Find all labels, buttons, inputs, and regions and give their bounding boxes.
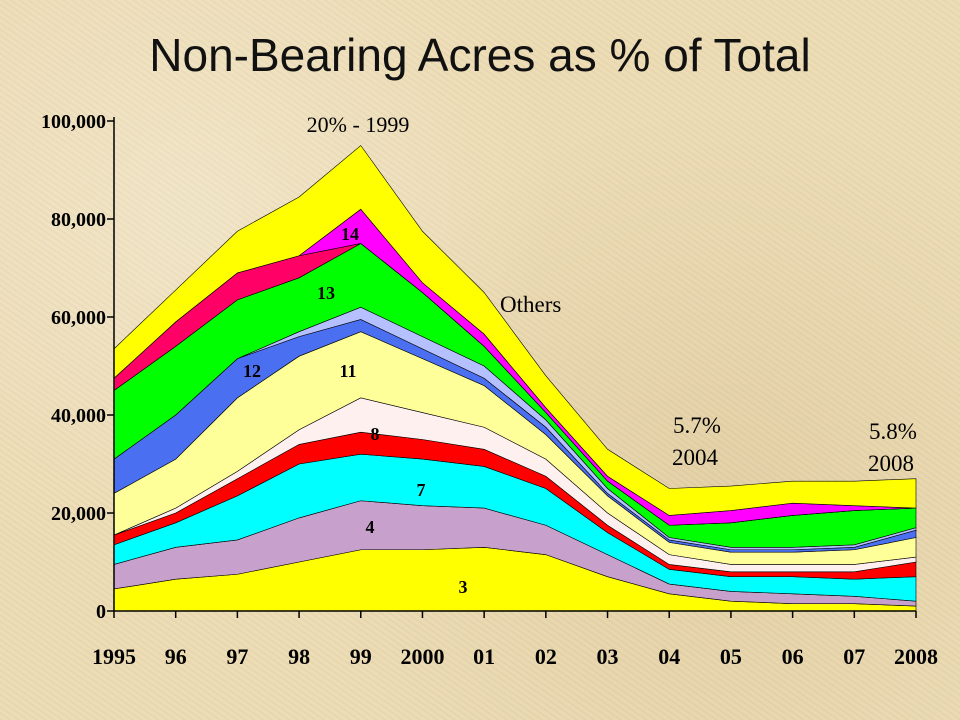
x-tick-label: 07 xyxy=(843,644,865,669)
x-tick-label: 97 xyxy=(226,644,248,669)
annotation-pct-2004: 5.7% xyxy=(673,413,721,438)
y-tick-label: 20,000 xyxy=(51,503,106,525)
y-tick-label: 60,000 xyxy=(51,307,106,329)
area-others xyxy=(113,145,917,516)
series-label-12: 12 xyxy=(243,361,261,381)
annotation-year-2008: 2008 xyxy=(868,451,914,476)
x-tick-label: 98 xyxy=(288,644,310,669)
x-tick-label: 02 xyxy=(535,644,557,669)
series-label-7: 7 xyxy=(417,480,426,500)
annotation-year-2004: 2004 xyxy=(672,445,719,470)
y-tick-label: 80,000 xyxy=(51,209,106,231)
series-label-13: 13 xyxy=(317,283,335,303)
area-series-group xyxy=(113,145,917,612)
x-tick-label: 99 xyxy=(350,644,372,669)
series-label-3: 3 xyxy=(459,577,468,597)
series-label-8: 8 xyxy=(371,424,380,444)
x-tick-label: 1995 xyxy=(92,644,136,669)
y-tick-label: 40,000 xyxy=(51,405,106,427)
x-tick-label: 2000 xyxy=(400,644,444,669)
annotation-others: Others xyxy=(500,292,561,317)
annotation-pct-2008: 5.8% xyxy=(869,419,917,444)
annotation-peak-1999: 20% - 1999 xyxy=(307,112,410,137)
x-tick-label: 96 xyxy=(165,644,187,669)
series-label-14: 14 xyxy=(341,224,359,244)
y-tick-label: 100,000 xyxy=(41,111,106,133)
chart-title: Non-Bearing Acres as % of Total xyxy=(149,29,811,81)
x-tick-label: 05 xyxy=(720,644,742,669)
axes-group xyxy=(107,117,917,618)
y-tick-labels: 0 20,000 40,000 60,000 80,000 100,000 xyxy=(41,111,106,623)
y-tick-label: 0 xyxy=(96,601,106,623)
x-tick-label: 01 xyxy=(473,644,495,669)
x-tick-label: 06 xyxy=(782,644,804,669)
x-tick-label: 2008 xyxy=(894,644,938,669)
x-tick-label: 04 xyxy=(658,644,680,669)
series-label-4: 4 xyxy=(366,517,375,537)
x-tick-labels: 1995 96 97 98 99 2000 01 02 03 04 05 06 07 2008 xyxy=(92,644,938,669)
series-labels: 3 4 7 8 11 12 13 14 xyxy=(243,224,468,597)
x-tick-label: 03 xyxy=(597,644,619,669)
annotations: 20% - 1999 Others 5.7% 2004 5.8% 2008 xyxy=(307,112,917,476)
series-label-11: 11 xyxy=(339,361,356,381)
